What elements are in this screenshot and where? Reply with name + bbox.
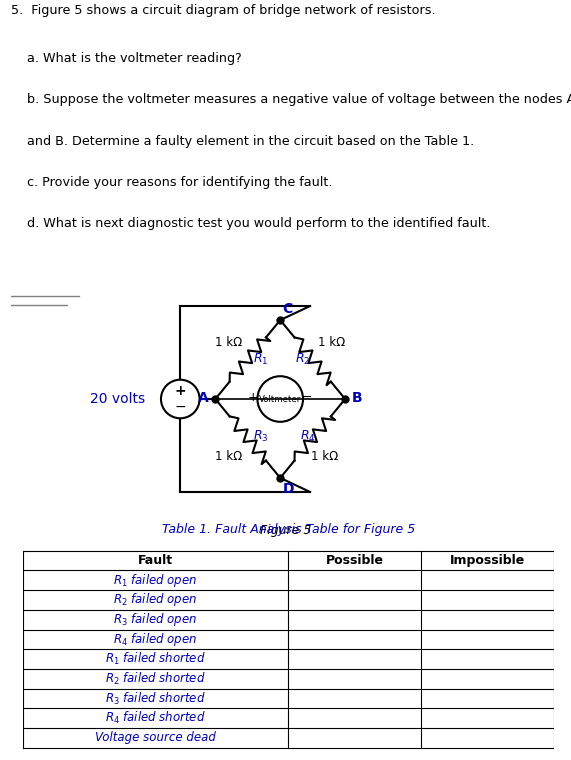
Text: −: − — [175, 400, 186, 413]
Text: Table 1. Fault Analysis Table for Figure 5: Table 1. Fault Analysis Table for Figure… — [162, 523, 415, 536]
Text: 1 kΩ: 1 kΩ — [215, 335, 242, 349]
Text: 1 kΩ: 1 kΩ — [215, 449, 242, 463]
Text: $R_1$ failed shorted: $R_1$ failed shorted — [105, 651, 206, 667]
Text: $R_4$ failed shorted: $R_4$ failed shorted — [105, 710, 206, 727]
Text: Fault: Fault — [138, 554, 173, 567]
Text: $R_4$: $R_4$ — [300, 429, 316, 445]
Text: +: + — [175, 385, 186, 398]
Text: $R_1$ failed open: $R_1$ failed open — [114, 572, 198, 589]
Text: B: B — [351, 391, 362, 405]
Text: $R_3$ failed shorted: $R_3$ failed shorted — [105, 690, 206, 707]
Text: and B. Determine a faulty element in the circuit based on the Table 1.: and B. Determine a faulty element in the… — [11, 135, 475, 147]
Text: $R_2$ failed open: $R_2$ failed open — [114, 591, 198, 609]
Text: 20 volts: 20 volts — [90, 392, 144, 406]
Text: b. Suppose the voltmeter measures a negative value of voltage between the nodes : b. Suppose the voltmeter measures a nega… — [11, 93, 571, 106]
Text: +: + — [248, 391, 259, 404]
Text: $R_3$ failed open: $R_3$ failed open — [114, 611, 198, 629]
Text: $R_1$: $R_1$ — [253, 352, 268, 367]
Text: d. What is next diagnostic test you would perform to the identified fault.: d. What is next diagnostic test you woul… — [11, 217, 491, 230]
Text: 1 kΩ: 1 kΩ — [319, 335, 345, 349]
Text: c. Provide your reasons for identifying the fault.: c. Provide your reasons for identifying … — [11, 176, 333, 188]
Text: $R_2$ failed shorted: $R_2$ failed shorted — [105, 671, 206, 687]
Text: A: A — [198, 391, 209, 405]
Text: C: C — [282, 302, 292, 316]
Text: −: − — [302, 391, 312, 404]
Text: Voltage source dead: Voltage source dead — [95, 731, 216, 744]
Text: Impossible: Impossible — [450, 554, 525, 567]
Text: $R_3$: $R_3$ — [253, 429, 268, 445]
Text: Possible: Possible — [325, 554, 384, 567]
Text: a. What is the voltmeter reading?: a. What is the voltmeter reading? — [11, 52, 242, 65]
Text: Voltmeter: Voltmeter — [259, 394, 301, 404]
Text: $R_4$ failed open: $R_4$ failed open — [114, 631, 198, 648]
Text: Figure 5: Figure 5 — [260, 524, 311, 537]
Text: $R_2$: $R_2$ — [295, 352, 311, 367]
Text: 1 kΩ: 1 kΩ — [311, 449, 339, 463]
Text: D: D — [283, 482, 295, 496]
Text: 5.  Figure 5 shows a circuit diagram of bridge network of resistors.: 5. Figure 5 shows a circuit diagram of b… — [11, 4, 436, 17]
